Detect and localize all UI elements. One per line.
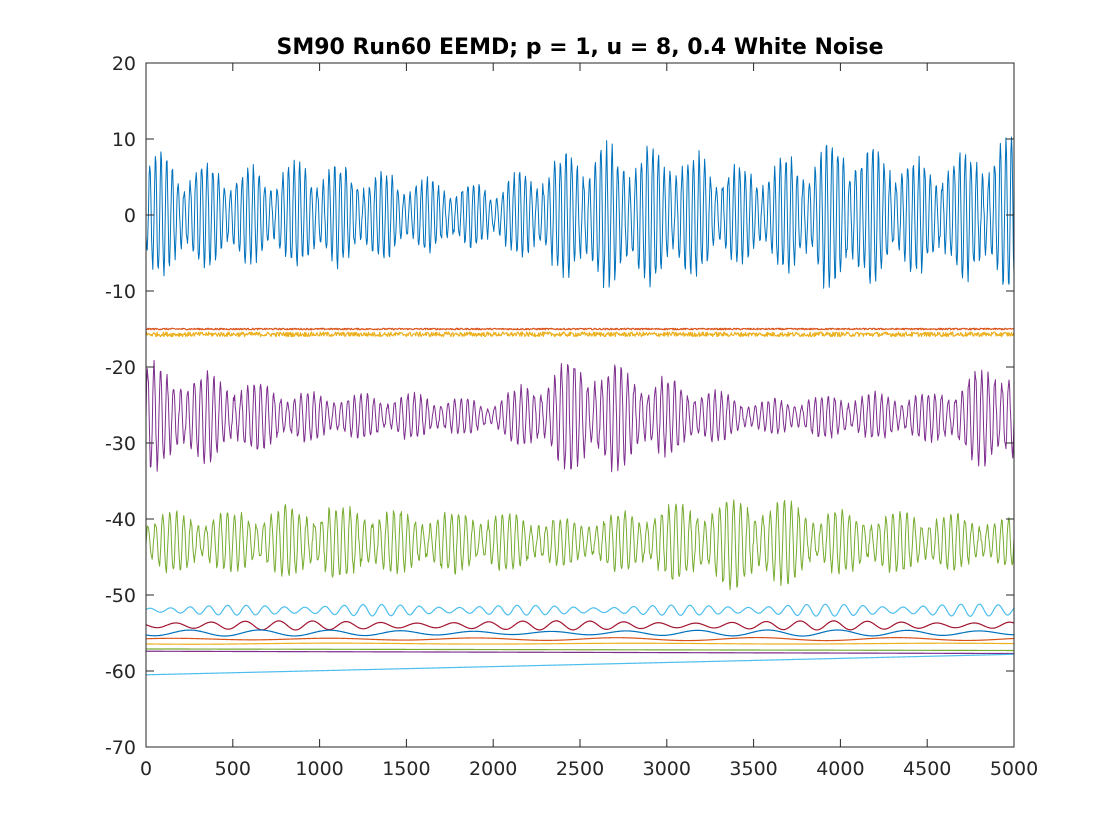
series-line-10 — [146, 650, 1014, 655]
x-tick-label: 4500 — [903, 758, 951, 780]
y-tick-label: -10 — [105, 281, 136, 303]
x-tick-label: 0 — [140, 758, 152, 780]
x-tick-label: 3500 — [729, 758, 777, 780]
chart-title: SM90 Run60 EEMD; p = 1, u = 8, 0.4 White… — [276, 35, 883, 60]
series-line-9 — [145, 642, 1015, 645]
y-tick-label: 20 — [112, 53, 136, 75]
series-line-12 — [145, 653, 1015, 676]
series-line-11 — [146, 648, 1014, 652]
x-tick-label: 2500 — [556, 758, 604, 780]
x-tick-label: 1000 — [295, 758, 343, 780]
y-tick-label: -60 — [105, 661, 136, 683]
series-line-8 — [145, 636, 1015, 642]
series-line-2 — [145, 331, 1015, 338]
series-line-3 — [145, 359, 1015, 473]
x-tick-label: 4000 — [816, 758, 864, 780]
ticks-layer: 0 500 1000 1500 2000 2500 3000 3500 4000 4500 5000… — [105, 53, 1038, 780]
y-tick-label: -30 — [105, 433, 136, 455]
x-tick-label: 3000 — [643, 758, 691, 780]
y-tick-label: -70 — [105, 737, 136, 759]
y-tick-label: -40 — [105, 509, 136, 531]
series-line-5 — [145, 603, 1015, 617]
y-tick-label: -20 — [105, 357, 136, 379]
axes-box — [145, 62, 1015, 748]
series-line-0 — [145, 136, 1015, 289]
series-line-1 — [145, 327, 1015, 331]
x-tick-label: 5000 — [990, 758, 1038, 780]
x-tick-label: 2000 — [469, 758, 517, 780]
series-layer — [145, 136, 1015, 676]
series-line-6 — [145, 620, 1015, 631]
y-tick-label: 10 — [112, 129, 136, 151]
series-line-4 — [145, 499, 1015, 591]
x-tick-label: 1500 — [382, 758, 430, 780]
series-line-7 — [145, 629, 1015, 637]
x-tick-label: 500 — [215, 758, 251, 780]
y-tick-label: -50 — [105, 585, 136, 607]
y-tick-label: 0 — [124, 205, 136, 227]
plot-area — [145, 63, 1015, 747]
